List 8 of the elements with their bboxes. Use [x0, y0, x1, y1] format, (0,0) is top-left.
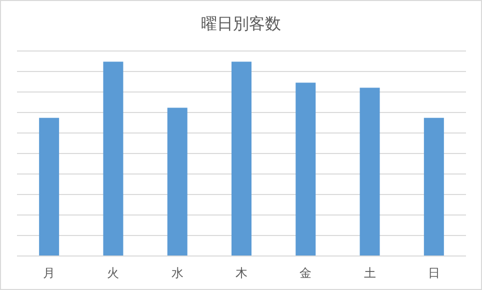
- x-tick-label: 水: [171, 266, 184, 280]
- title: 曜日別客数: [201, 16, 281, 33]
- x-tick-label: 土: [364, 266, 376, 280]
- x-tick-label: 金: [300, 266, 312, 280]
- x-tick-label: 月: [43, 266, 56, 280]
- x-tick-label: 木: [236, 266, 248, 280]
- x-tick-label: 日: [428, 266, 440, 280]
- x-tick-label: 火: [107, 266, 120, 280]
